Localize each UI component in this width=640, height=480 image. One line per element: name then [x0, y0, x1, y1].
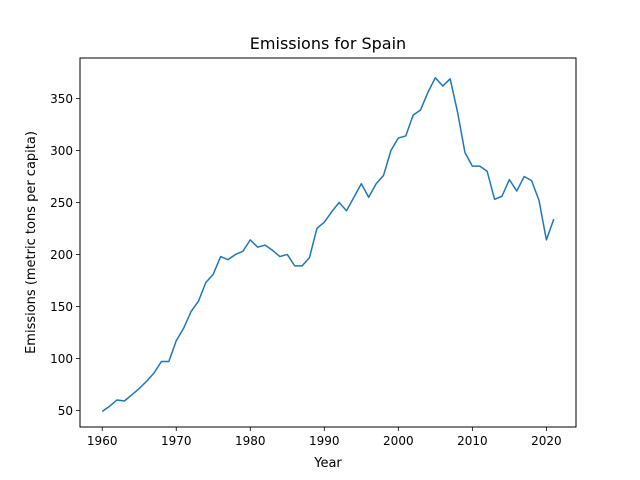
y-tick-label: 150 [50, 300, 73, 314]
x-tick-label: 2000 [383, 434, 414, 448]
axes-frame [79, 57, 577, 428]
y-tick-label: 350 [50, 92, 73, 106]
chart-title: Emissions for Spain [250, 34, 406, 53]
plot-area [101, 77, 555, 413]
x-tick-label: 1970 [161, 434, 192, 448]
y-tick-label: 250 [50, 196, 73, 210]
x-axis: 1960 1970 1980 1990 2000 2010 2020 [87, 427, 562, 448]
series-line-0 [101, 77, 555, 413]
x-axis-label: Year [313, 456, 342, 471]
y-axis-label: Emissions (metric tons per capita) [24, 131, 39, 354]
y-tick-label: 200 [50, 248, 73, 262]
y-tick-label: 100 [50, 352, 73, 366]
y-tick-label: 300 [50, 144, 73, 158]
x-tick-label: 1980 [235, 434, 266, 448]
x-tick-label: 1960 [87, 434, 118, 448]
x-tick-label: 1990 [309, 434, 340, 448]
x-tick-label: 2020 [531, 434, 562, 448]
x-tick-label: 2010 [457, 434, 488, 448]
y-tick-label: 50 [58, 404, 73, 418]
y-axis: 50 100 150 200 250 300 350 [50, 92, 80, 418]
